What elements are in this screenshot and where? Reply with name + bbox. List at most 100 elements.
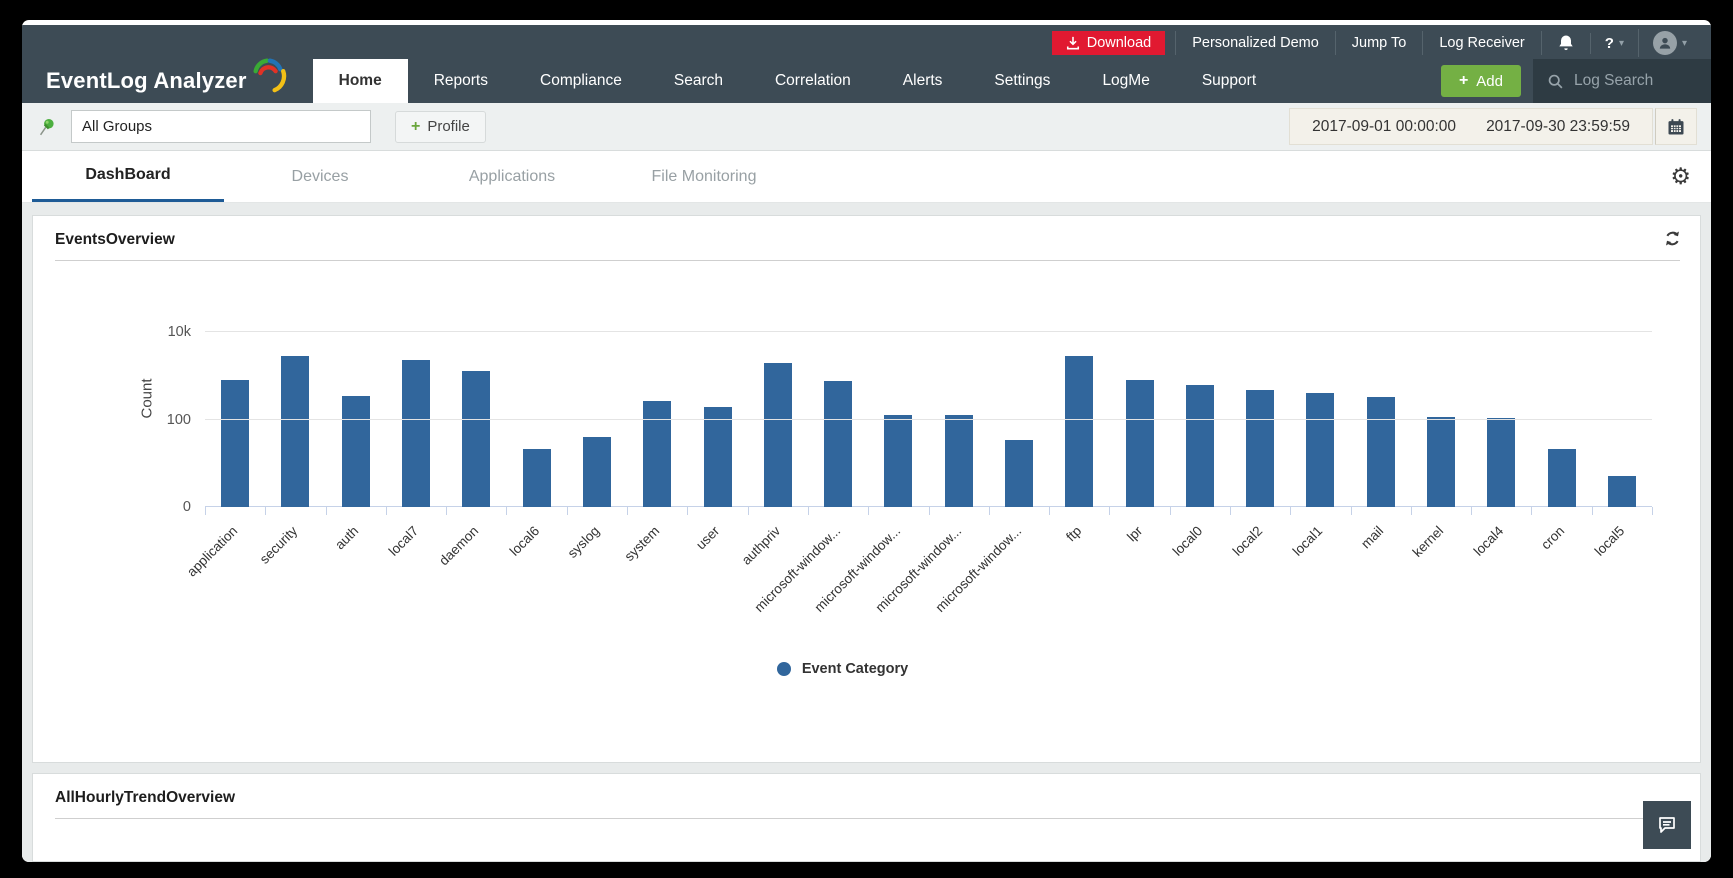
x-axis-tick: [1410, 507, 1412, 515]
chat-feedback-button[interactable]: [1643, 801, 1691, 849]
bar-microsoft-window...[interactable]: [944, 415, 973, 507]
bar-slot: [1471, 418, 1531, 507]
bar-slot: [265, 356, 325, 507]
x-axis-tick: [988, 507, 990, 515]
bell-icon: [1559, 35, 1573, 51]
bar-authpriv[interactable]: [763, 362, 792, 507]
bar-local2[interactable]: [1246, 390, 1275, 507]
nav-support[interactable]: Support: [1201, 72, 1257, 89]
user-menu-button[interactable]: ▾: [1637, 29, 1701, 57]
chart-category-labels: application security auth local7 daemon local…: [184, 507, 1652, 659]
chart-legend[interactable]: Event Category: [33, 659, 1652, 689]
gear-icon: ⚙: [1670, 163, 1691, 189]
bar-kernel[interactable]: [1427, 416, 1456, 507]
x-axis-tick: [747, 507, 749, 515]
y-axis-tick-label: 10k: [167, 324, 191, 340]
bar-local5[interactable]: [1607, 476, 1636, 507]
category-label: ftp: [1063, 523, 1085, 545]
download-icon: [1066, 36, 1079, 50]
x-axis-tick: [1049, 507, 1051, 515]
x-axis-tick: [385, 507, 387, 515]
category-label: application: [184, 523, 241, 580]
bar-slot: [567, 436, 627, 507]
bar-local7[interactable]: [402, 359, 431, 507]
bar-slot: [868, 415, 928, 507]
log-search-input[interactable]: [1574, 72, 1684, 90]
bar-local1[interactable]: [1306, 393, 1335, 507]
tab-devices[interactable]: Devices: [291, 167, 349, 185]
refresh-button[interactable]: [1663, 229, 1682, 251]
nav-alerts[interactable]: Alerts: [902, 72, 943, 89]
category-label: user: [693, 523, 723, 553]
notifications-bell-button[interactable]: [1540, 31, 1590, 55]
nav-reports[interactable]: Reports: [433, 72, 488, 89]
x-axis-tick: [868, 507, 870, 515]
tab-applications[interactable]: Applications: [468, 167, 556, 185]
top-link-personalized-demo[interactable]: Personalized Demo: [1175, 31, 1335, 55]
download-button[interactable]: Download: [1051, 31, 1166, 55]
nav-search[interactable]: Search: [673, 72, 723, 89]
bar-slot: [1351, 397, 1411, 507]
x-axis-tick: [325, 507, 327, 515]
bar-cron[interactable]: [1547, 449, 1576, 507]
category-label: local4: [1471, 523, 1507, 559]
bar-local6[interactable]: [522, 449, 551, 507]
category-label: microsoft-window...: [932, 523, 1025, 615]
bar-microsoft-window...[interactable]: [1005, 440, 1033, 507]
bar-auth[interactable]: [341, 395, 370, 507]
category-label: cron: [1537, 523, 1567, 553]
bar-application[interactable]: [221, 380, 250, 507]
events-bar-chart: Count 10k 100 0 application security auth loc…: [33, 261, 1700, 689]
top-link-log-receiver[interactable]: Log Receiver: [1422, 31, 1540, 55]
bar-slot: [1109, 380, 1169, 507]
bar-syslog[interactable]: [582, 436, 611, 507]
nav-correlation[interactable]: Correlation: [774, 72, 851, 89]
bar-daemon[interactable]: [462, 370, 491, 507]
group-selector-input[interactable]: [71, 110, 371, 143]
tab-dashboard[interactable]: DashBoard: [32, 151, 224, 202]
plus-icon: +: [1458, 72, 1469, 89]
y-axis-tick-label: 0: [182, 499, 191, 515]
category-label: local7: [385, 523, 422, 559]
bar-user[interactable]: [703, 407, 732, 507]
bar-local4[interactable]: [1487, 418, 1516, 507]
filter-toolbar: + Profile 2017-09-01 00:00:00 2017-09-30…: [22, 103, 1711, 151]
search-icon: [1548, 74, 1563, 88]
tab-file-monitoring[interactable]: File Monitoring: [651, 167, 757, 185]
header: Download Personalized Demo Jump To Log R…: [22, 25, 1711, 103]
nav-logme[interactable]: LogMe: [1102, 72, 1150, 89]
header-main-bar: EventLog Analyzer Home Reports Complianc…: [22, 58, 1711, 103]
bar-security[interactable]: [281, 356, 310, 507]
bar-system[interactable]: [643, 400, 672, 507]
profile-button[interactable]: + Profile: [395, 110, 486, 143]
bar-lpr[interactable]: [1125, 380, 1154, 507]
category-label: authpriv: [738, 523, 784, 568]
add-button[interactable]: + Add: [1440, 65, 1521, 97]
bar-mail[interactable]: [1366, 397, 1395, 507]
settings-gear-button[interactable]: ⚙: [1670, 165, 1691, 188]
bar-microsoft-window...[interactable]: [884, 415, 913, 507]
date-range-picker[interactable]: 2017-09-01 00:00:00 2017-09-30 23:59:59: [1289, 108, 1653, 145]
help-menu-button[interactable]: ? ▾: [1589, 32, 1638, 54]
calendar-button[interactable]: [1655, 108, 1697, 145]
nav-home[interactable]: Home: [312, 59, 408, 103]
dashboard-content: EventsOverview Count 10k 100 0 application…: [22, 203, 1711, 862]
bar-local0[interactable]: [1185, 384, 1214, 507]
bar-slot: [326, 395, 386, 507]
bar-slot: [627, 400, 687, 507]
bar-slot: [687, 407, 747, 507]
x-axis-tick: [1350, 507, 1352, 515]
bar-ftp[interactable]: [1065, 356, 1094, 507]
help-icon: ?: [1604, 34, 1614, 52]
divider: [55, 260, 1680, 261]
log-search-box[interactable]: [1533, 59, 1711, 103]
x-axis-tick: [566, 507, 568, 515]
nav-compliance[interactable]: Compliance: [540, 72, 622, 89]
bar-microsoft-window...[interactable]: [824, 381, 853, 507]
top-link-jump-to[interactable]: Jump To: [1334, 31, 1423, 55]
nav-settings[interactable]: Settings: [994, 72, 1051, 89]
bar-slot: [1532, 449, 1592, 507]
bar-slot: [506, 449, 566, 507]
pin-icon[interactable]: [36, 116, 58, 138]
category-label: microsoft-window...: [811, 523, 904, 615]
